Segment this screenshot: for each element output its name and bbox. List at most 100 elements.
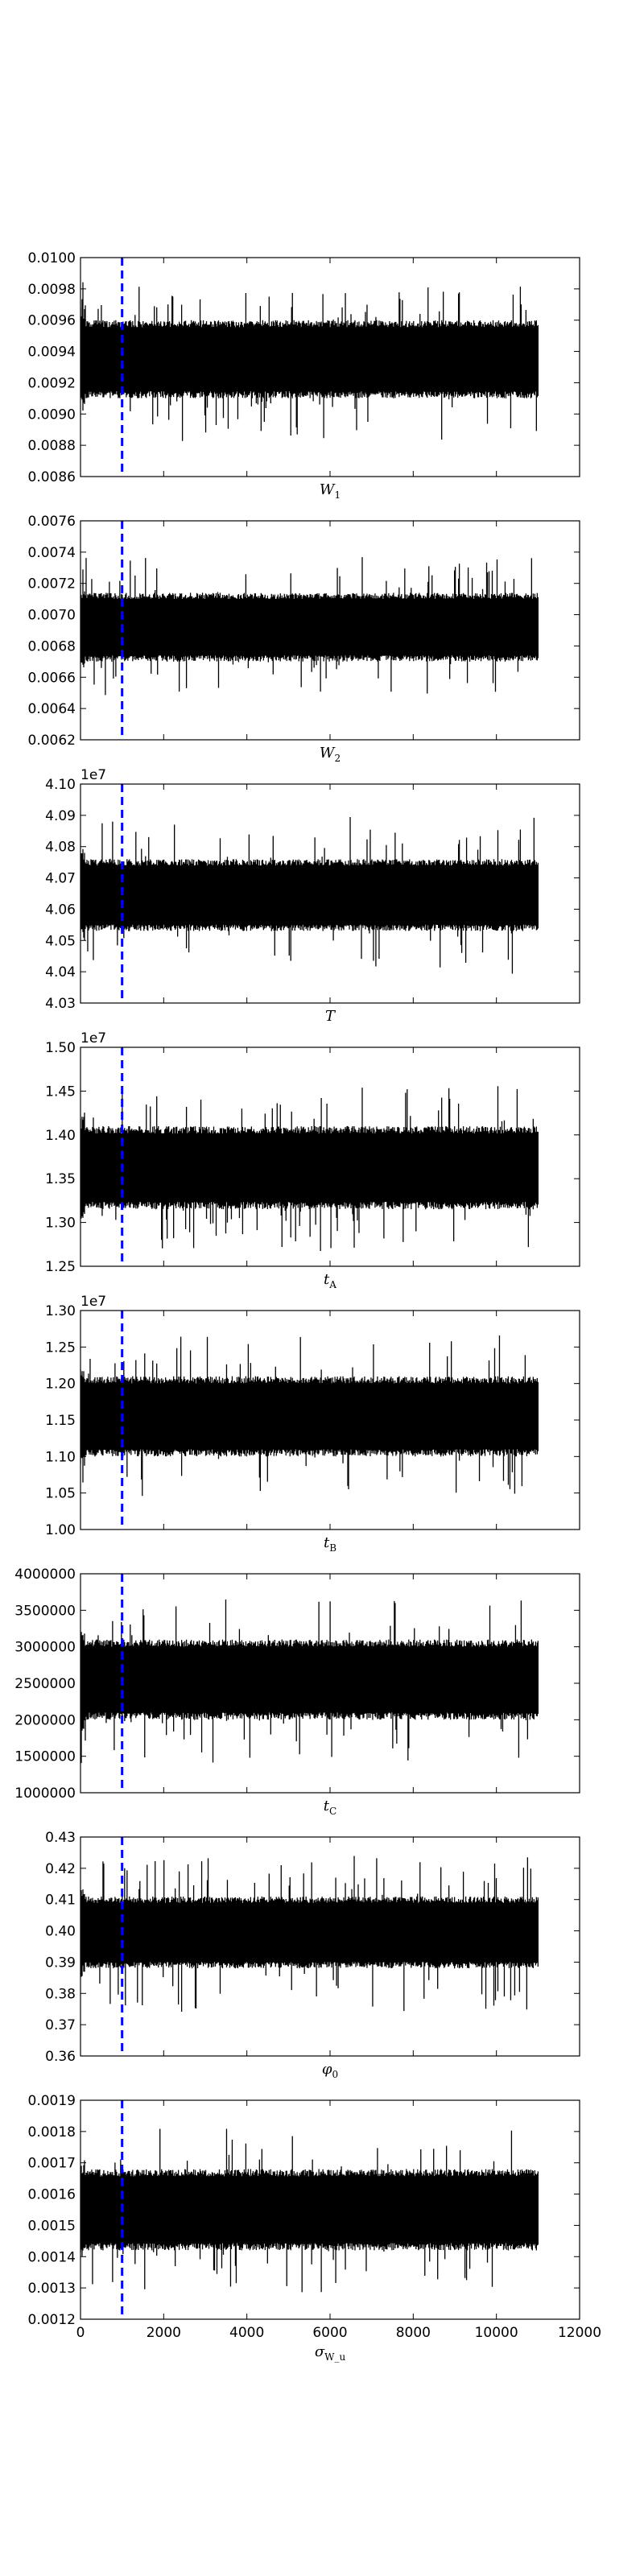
x-axis-label: φ0 bbox=[322, 2061, 338, 2080]
y-tick-label: 1.35 bbox=[45, 1171, 76, 1187]
x-axis-label-subscript: 2 bbox=[334, 753, 341, 764]
y-tick-label: 0.0088 bbox=[28, 438, 76, 454]
y-tick-label: 0.0014 bbox=[28, 2249, 76, 2265]
trace-panel-7: 0.36 0.37 0.38 0.39 0.40 0.41 0.42 0.43 φ0 bbox=[45, 1830, 580, 2080]
y-tick-label: 0.0092 bbox=[28, 375, 76, 391]
y-tick-label: 0.39 bbox=[45, 1955, 76, 1971]
y-tick-label: 1.30 bbox=[45, 1303, 76, 1319]
y-tick-label: 4.09 bbox=[45, 808, 76, 824]
x-axis-label: T bbox=[325, 1008, 336, 1025]
y-tick-label: 4.05 bbox=[45, 933, 76, 949]
y-tick-label: 1.40 bbox=[45, 1128, 76, 1144]
x-axis-label-symbol: W bbox=[320, 745, 336, 762]
y-tick-label: 0.0086 bbox=[28, 469, 76, 485]
y-tick-label: 1.00 bbox=[45, 1522, 76, 1538]
x-tick-label: 6000 bbox=[312, 2325, 347, 2341]
x-tick-label: 2000 bbox=[147, 2325, 181, 2341]
y-tick-label: 1.05 bbox=[45, 1486, 76, 1502]
x-axis-label-symbol: T bbox=[325, 1008, 336, 1025]
y-tick-label: 0.43 bbox=[45, 1830, 76, 1846]
x-axis-label-symbol: σ bbox=[315, 2343, 325, 2360]
y-tick-label: 1000000 bbox=[14, 1785, 76, 1802]
trace-panel-2: 0.0062 0.0064 0.0066 0.0068 0.0070 0.0072 0.00… bbox=[28, 514, 580, 764]
y-tick-label: 0.0090 bbox=[28, 407, 76, 423]
y-tick-label: 4.06 bbox=[45, 902, 76, 918]
axis-offset-label: 1e7 bbox=[80, 1030, 106, 1046]
axis-offset-label: 1e7 bbox=[80, 1294, 106, 1310]
x-axis-label-subscript: A bbox=[328, 1279, 336, 1290]
y-tick-label: 4.10 bbox=[45, 777, 76, 793]
trace-line bbox=[80, 557, 539, 696]
y-tick-label: 0.0016 bbox=[28, 2187, 76, 2203]
y-tick-label: 0.41 bbox=[45, 1893, 76, 1909]
x-axis-label-subscript: C bbox=[329, 1806, 336, 1817]
y-tick-label: 0.37 bbox=[45, 2017, 76, 2033]
x-axis-label-symbol: W bbox=[320, 481, 336, 498]
y-tick-label: 1.20 bbox=[45, 1377, 76, 1393]
y-tick-label: 4.04 bbox=[45, 964, 76, 980]
y-tick-label: 0.0013 bbox=[28, 2281, 76, 2297]
trace-line bbox=[80, 1599, 539, 1764]
x-tick-label: 10000 bbox=[475, 2325, 518, 2341]
trace-line bbox=[80, 1086, 539, 1252]
y-tick-label: 1.50 bbox=[45, 1040, 76, 1056]
trace-panel-8: 0.0012 0.0013 0.0014 0.0015 0.0016 0.0017 0.00… bbox=[28, 2093, 602, 2363]
x-axis-label: tC bbox=[324, 1798, 336, 1817]
y-tick-label: 0.0017 bbox=[28, 2156, 76, 2172]
y-tick-label: 0.0072 bbox=[28, 576, 76, 592]
x-axis-label-symbol: t bbox=[324, 1271, 330, 1288]
y-tick-label: 4.08 bbox=[45, 840, 76, 856]
y-tick-label: 0.42 bbox=[45, 1861, 76, 1877]
y-tick-label: 0.0068 bbox=[28, 638, 76, 654]
y-tick-label: 2000000 bbox=[14, 1712, 76, 1728]
y-tick-label: 1.30 bbox=[45, 1216, 76, 1232]
y-tick-label: 1.15 bbox=[45, 1413, 76, 1429]
y-tick-label: 0.0100 bbox=[28, 250, 76, 266]
y-tick-label: 0.36 bbox=[45, 2049, 76, 2065]
y-tick-label: 0.0015 bbox=[28, 2218, 76, 2234]
y-tick-label: 0.0018 bbox=[28, 2124, 76, 2140]
axis-offset-label: 1e7 bbox=[80, 767, 106, 783]
y-tick-label: 0.38 bbox=[45, 1986, 76, 2002]
y-tick-label: 0.0064 bbox=[28, 701, 76, 717]
y-tick-label: 0.0062 bbox=[28, 733, 76, 749]
y-tick-label: 1.25 bbox=[45, 1259, 76, 1275]
trace-line bbox=[80, 2128, 539, 2293]
y-tick-label: 0.40 bbox=[45, 1924, 76, 1940]
y-tick-label: 0.0096 bbox=[28, 313, 76, 329]
trace-panel-1: 0.0086 0.0088 0.0090 0.0092 0.0094 0.0096 0.00… bbox=[28, 250, 580, 501]
y-tick-label: 3500000 bbox=[14, 1603, 76, 1619]
y-tick-label: 4.07 bbox=[45, 871, 76, 887]
y-tick-label: 1.10 bbox=[45, 1449, 76, 1465]
x-tick-label: 8000 bbox=[396, 2325, 431, 2341]
y-tick-label: 0.0094 bbox=[28, 345, 76, 361]
x-axis-label-subscript: B bbox=[329, 1542, 336, 1554]
x-axis-label-symbol: φ bbox=[322, 2061, 332, 2078]
trace-line bbox=[80, 1335, 539, 1496]
y-tick-label: 3000000 bbox=[14, 1640, 76, 1656]
x-axis-label: σW_u bbox=[315, 2343, 346, 2363]
x-tick-label: 0 bbox=[76, 2325, 85, 2341]
y-tick-label: 0.0074 bbox=[28, 545, 76, 561]
y-tick-label: 0.0066 bbox=[28, 670, 76, 686]
y-tick-label: 1.45 bbox=[45, 1084, 76, 1100]
trace-panel-6: 1000000 1500000 2000000 2500000 3000000 35000… bbox=[14, 1567, 580, 1817]
x-tick-label: 4000 bbox=[229, 2325, 264, 2341]
trace-line bbox=[80, 1856, 539, 2013]
y-tick-label: 4.03 bbox=[45, 996, 76, 1012]
x-tick-label: 12000 bbox=[558, 2325, 601, 2341]
y-tick-label: 1500000 bbox=[14, 1749, 76, 1765]
x-axis-label: W2 bbox=[320, 745, 341, 764]
y-tick-label: 2500000 bbox=[14, 1676, 76, 1692]
x-axis-label: tA bbox=[324, 1271, 336, 1290]
y-tick-label: 0.0076 bbox=[28, 514, 76, 530]
x-axis-label-subscript: 0 bbox=[332, 2069, 338, 2080]
x-axis-label: W1 bbox=[320, 481, 341, 501]
trace-line bbox=[80, 282, 539, 441]
x-axis-label-symbol: t bbox=[324, 1798, 330, 1814]
x-axis-label-subscript: 1 bbox=[334, 489, 341, 501]
trace-line bbox=[80, 817, 539, 974]
